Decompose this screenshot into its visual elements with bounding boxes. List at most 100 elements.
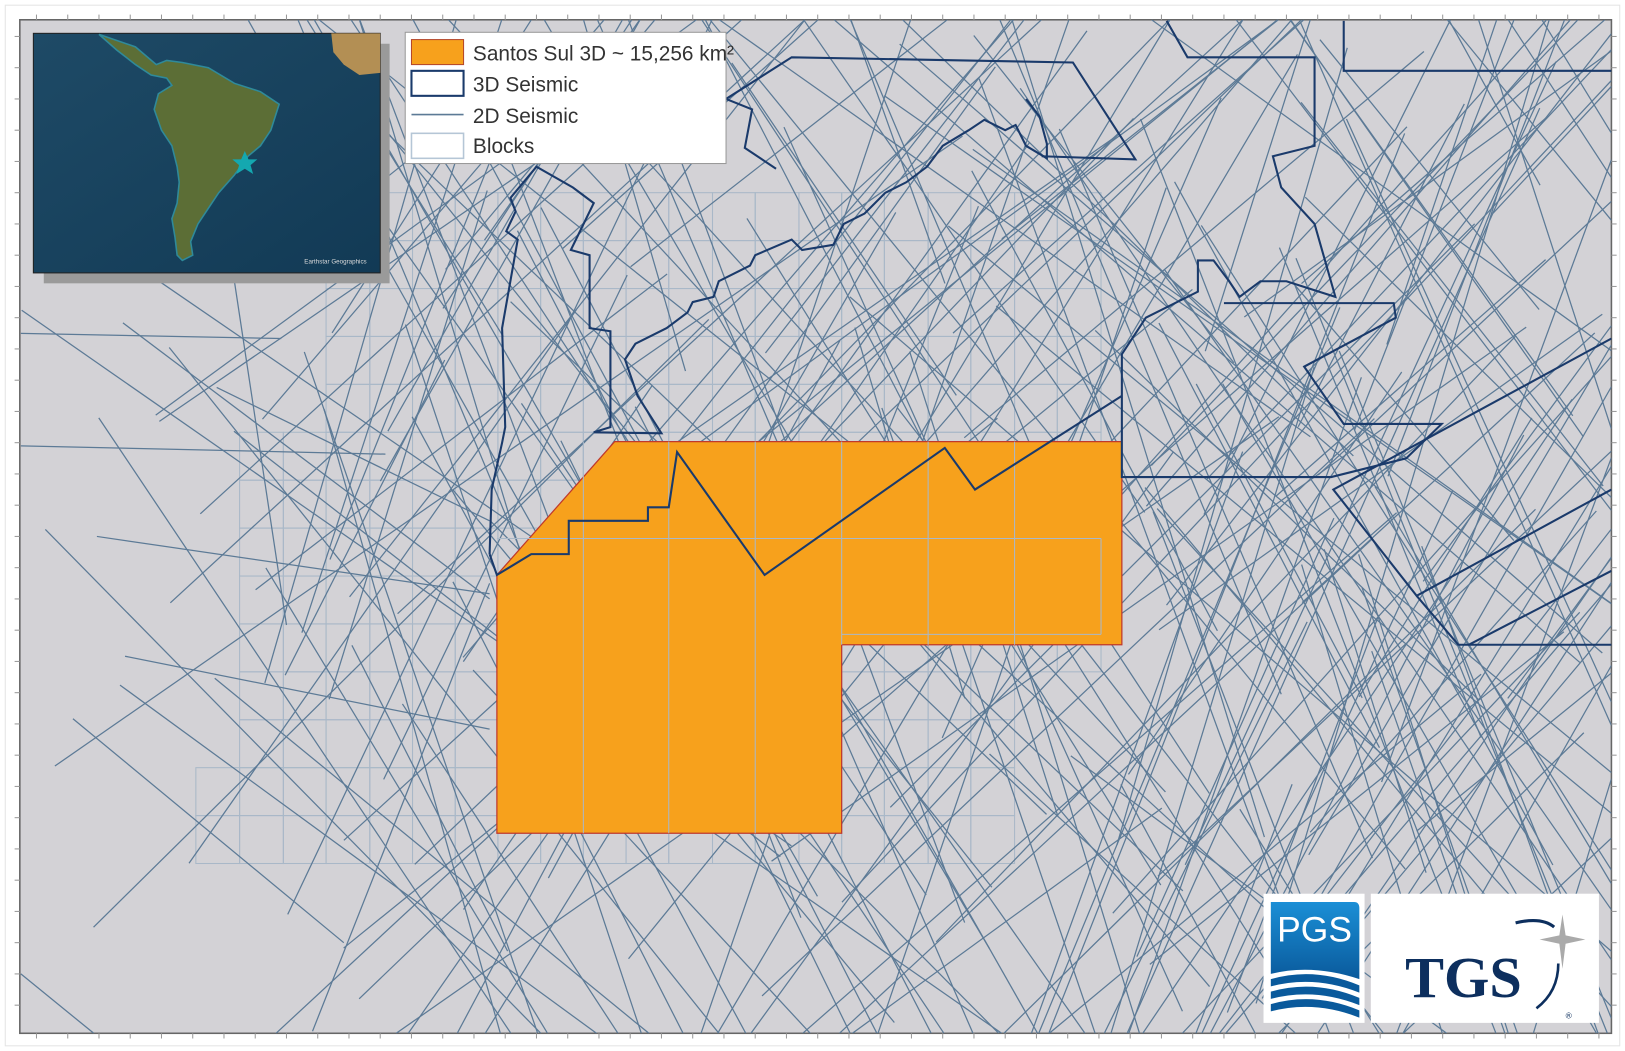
- seismic-2d-line: [989, 753, 1297, 1034]
- south-america-landmass: [98, 33, 281, 262]
- seismic-3d-outline[interactable]: [1468, 569, 1612, 646]
- seismic-2d-line: [303, 351, 539, 1034]
- seismic-2d-line: [1416, 672, 1612, 832]
- seismic-3d-outline[interactable]: [1120, 20, 1445, 479]
- seismic-3d-outline[interactable]: [723, 56, 1138, 170]
- seismic-2d-line: [1374, 486, 1612, 885]
- seismic-2d-line: [1235, 19, 1612, 511]
- legend-item-santos-sul: Santos Sul 3D ~ 15,256 km²: [473, 42, 734, 65]
- seismic-2d-line: [657, 793, 1003, 1034]
- seismic-2d-line: [343, 19, 1244, 841]
- tgs-logo-text: TGS: [1405, 945, 1522, 1010]
- seismic-2d-line: [1492, 85, 1612, 214]
- seismic-3d-outline[interactable]: [1415, 595, 1612, 646]
- seismic-2d-line: [886, 19, 1171, 490]
- seismic-2d-line: [351, 645, 509, 952]
- seismic-2d-line: [1151, 19, 1612, 352]
- seismic-2d-line: [1094, 329, 1480, 701]
- seismic-2d-line: [168, 347, 720, 1034]
- seismic-2d-line: [98, 417, 512, 1034]
- seismic-2d-line: [284, 359, 446, 676]
- seismic-2d-line: [20, 973, 95, 1034]
- seismic-2d-line: [978, 78, 1330, 1034]
- star-icon: [232, 151, 258, 174]
- seismic-2d-line: [1275, 259, 1547, 497]
- star-icon: [1539, 914, 1586, 969]
- seismic-2d-line: [1380, 159, 1612, 783]
- seismic-2d-line: [902, 19, 1354, 457]
- seismic-2d-line: [323, 409, 501, 1034]
- seismic-2d-line: [1158, 322, 1381, 748]
- seismic-2d-line: [214, 677, 650, 1034]
- africa-landmass: [331, 33, 381, 75]
- seismic-2d-line: [44, 528, 542, 1034]
- seismic-2d-line: [1308, 344, 1612, 856]
- seismic-2d-line: [972, 148, 1612, 605]
- seismic-2d-line: [1299, 21, 1612, 726]
- seismic-2d-line: [630, 19, 948, 268]
- seismic-2d-line: [1048, 133, 1406, 1034]
- seismic-2d-line: [598, 19, 1279, 517]
- inset-locator-map: Earthstar Geographics: [32, 32, 390, 284]
- seismic-2d-line: [1353, 19, 1515, 431]
- pgs-logo-text: PGS: [1277, 910, 1352, 950]
- seismic-3d-outline[interactable]: [488, 98, 1048, 555]
- seismic-2d-line: [1142, 399, 1573, 1034]
- seismic-2d-line: [1195, 383, 1363, 699]
- seismic-2d-line: [839, 538, 1373, 1034]
- seismic-3d-outline[interactable]: [1331, 337, 1612, 598]
- seismic-2d-line: [761, 418, 1375, 997]
- seismic-2d-line: [1150, 19, 1579, 467]
- seismic-2d-line: [701, 19, 1210, 794]
- block[interactable]: [970, 815, 1016, 865]
- seismic-2d-line: [255, 273, 668, 591]
- seismic-3d-outline[interactable]: [488, 394, 1123, 577]
- seismic-2d-line: [1066, 126, 1408, 489]
- seismic-3d-layer: [488, 20, 1612, 646]
- seismic-2d-line: [889, 223, 1476, 808]
- seismic-2d-line: [1126, 107, 1541, 1034]
- seismic-2d-line: [20, 445, 386, 455]
- seismic-2d-line: [1158, 313, 1603, 631]
- registered-mark: ®: [1566, 1011, 1572, 1021]
- seismic-2d-line: [1304, 196, 1612, 498]
- seismic-2d-line: [1136, 517, 1335, 957]
- seismic-2d-line: [119, 684, 597, 1034]
- seismic-2d-line: [233, 281, 288, 626]
- seismic-2d-line: [1120, 784, 1256, 1034]
- seismic-2d-line: [1038, 307, 1341, 1034]
- seismic-2d-line: [1507, 19, 1612, 178]
- seismic-2d-line: [1110, 366, 1315, 1034]
- seismic-2d-line: [1347, 625, 1612, 938]
- seismic-2d-line: [1477, 19, 1612, 430]
- seismic-2d-line: [1448, 19, 1541, 186]
- seismic-2d-line: [849, 296, 1612, 952]
- seismic-2d-line: [833, 19, 1581, 663]
- seismic-2d-line: [328, 190, 488, 700]
- seismic-2d-line: [1317, 200, 1612, 476]
- seismic-2d-line: [973, 35, 1235, 364]
- seismic-2d-line: [122, 322, 490, 600]
- seismic-2d-line: [216, 386, 490, 522]
- seismic-2d-line: [935, 335, 1516, 943]
- seismic-2d-line: [947, 225, 1612, 774]
- inset-attribution: Earthstar Geographics: [304, 259, 366, 266]
- seismic-2d-line: [781, 115, 1549, 790]
- seismic-2d-line: [124, 655, 490, 730]
- seismic-2d-line: [1103, 621, 1308, 1034]
- seismic-2d-line: [1387, 19, 1566, 477]
- seismic-2d-line: [1030, 451, 1244, 1034]
- legend-item-3d-seismic: 3D Seismic: [473, 74, 578, 97]
- seismic-2d-line: [1102, 19, 1548, 517]
- seismic-3d-outline[interactable]: [1342, 20, 1612, 72]
- seismic-2d-line: [661, 19, 1012, 464]
- seismic-2d-line: [1309, 510, 1597, 833]
- seismic-2d-line: [802, 512, 1398, 1034]
- seismic-2d-line: [757, 19, 1170, 443]
- seismic-2d-line: [1058, 128, 1374, 859]
- tgs-logo: TGS ®: [1370, 893, 1599, 1023]
- seismic-2d-line: [349, 19, 806, 598]
- legend-blocks-swatch: [410, 132, 465, 160]
- seismic-2d-line: [963, 51, 1425, 439]
